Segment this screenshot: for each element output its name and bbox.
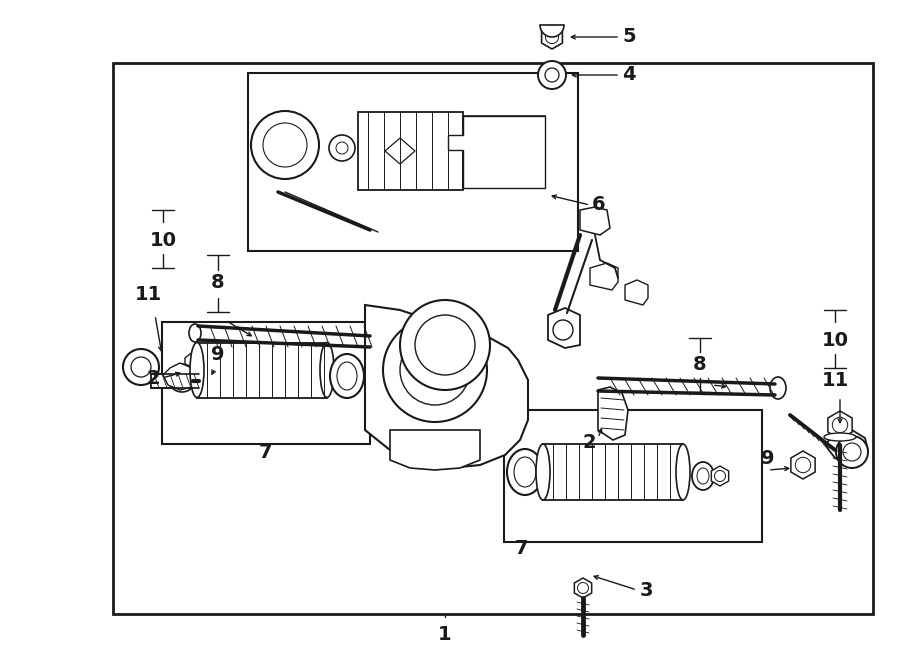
Polygon shape bbox=[828, 411, 852, 439]
Circle shape bbox=[715, 471, 725, 481]
Text: 7: 7 bbox=[515, 539, 528, 557]
Text: 5: 5 bbox=[622, 28, 635, 46]
Polygon shape bbox=[548, 308, 580, 348]
Circle shape bbox=[488, 136, 520, 168]
Ellipse shape bbox=[507, 449, 543, 495]
Text: 2: 2 bbox=[582, 434, 596, 453]
Ellipse shape bbox=[692, 462, 714, 490]
Ellipse shape bbox=[337, 362, 357, 390]
Text: 10: 10 bbox=[822, 330, 849, 350]
Circle shape bbox=[538, 61, 566, 89]
Circle shape bbox=[545, 68, 559, 82]
Text: 9: 9 bbox=[212, 346, 225, 364]
Bar bbox=[162, 322, 370, 444]
Circle shape bbox=[415, 315, 475, 375]
Bar bbox=[504, 410, 762, 542]
Circle shape bbox=[545, 30, 559, 44]
Polygon shape bbox=[625, 280, 648, 305]
Ellipse shape bbox=[514, 457, 536, 487]
Bar bbox=[463, 116, 545, 188]
Polygon shape bbox=[194, 368, 215, 392]
Polygon shape bbox=[390, 430, 480, 470]
Bar bbox=[197, 343, 327, 398]
Ellipse shape bbox=[676, 444, 690, 500]
Text: 2: 2 bbox=[147, 368, 160, 387]
Text: 4: 4 bbox=[622, 65, 635, 85]
Circle shape bbox=[168, 364, 196, 392]
Circle shape bbox=[400, 335, 470, 405]
Polygon shape bbox=[598, 387, 628, 440]
Circle shape bbox=[329, 135, 355, 161]
Bar bbox=[358, 112, 463, 190]
Text: 11: 11 bbox=[822, 371, 849, 389]
Text: 11: 11 bbox=[134, 286, 162, 305]
Text: 6: 6 bbox=[592, 196, 606, 215]
Bar bbox=[151, 374, 199, 388]
Polygon shape bbox=[590, 263, 618, 290]
Text: 7: 7 bbox=[258, 442, 272, 461]
Polygon shape bbox=[542, 25, 562, 49]
Circle shape bbox=[476, 124, 532, 180]
Bar bbox=[113, 63, 873, 614]
Circle shape bbox=[198, 373, 212, 387]
Polygon shape bbox=[448, 116, 545, 188]
Text: 8: 8 bbox=[693, 356, 706, 375]
Circle shape bbox=[123, 349, 159, 385]
Text: 9: 9 bbox=[761, 449, 775, 467]
Circle shape bbox=[263, 123, 307, 167]
Polygon shape bbox=[825, 430, 868, 465]
Ellipse shape bbox=[320, 342, 334, 397]
Ellipse shape bbox=[330, 354, 364, 398]
Circle shape bbox=[251, 111, 319, 179]
Circle shape bbox=[192, 354, 208, 370]
Polygon shape bbox=[365, 305, 528, 468]
Polygon shape bbox=[163, 363, 196, 390]
Ellipse shape bbox=[770, 377, 786, 399]
Ellipse shape bbox=[536, 444, 550, 500]
Ellipse shape bbox=[824, 433, 856, 441]
Circle shape bbox=[131, 357, 151, 377]
Circle shape bbox=[417, 352, 453, 388]
Polygon shape bbox=[385, 138, 415, 164]
Circle shape bbox=[400, 300, 490, 390]
Text: 8: 8 bbox=[212, 274, 225, 293]
Polygon shape bbox=[791, 451, 815, 479]
Bar bbox=[248, 73, 578, 251]
Bar bbox=[543, 444, 683, 500]
Circle shape bbox=[832, 417, 848, 433]
Circle shape bbox=[383, 318, 487, 422]
Circle shape bbox=[336, 142, 348, 154]
Circle shape bbox=[836, 436, 868, 468]
Polygon shape bbox=[711, 466, 729, 486]
Polygon shape bbox=[185, 348, 218, 376]
Text: 3: 3 bbox=[640, 580, 653, 600]
Circle shape bbox=[796, 457, 811, 473]
Circle shape bbox=[553, 320, 573, 340]
Ellipse shape bbox=[190, 342, 204, 397]
Polygon shape bbox=[574, 578, 591, 598]
Circle shape bbox=[174, 370, 190, 386]
Circle shape bbox=[843, 443, 861, 461]
Text: 1: 1 bbox=[438, 625, 452, 644]
Ellipse shape bbox=[189, 324, 201, 342]
Polygon shape bbox=[580, 207, 610, 235]
Text: 10: 10 bbox=[149, 231, 176, 249]
Wedge shape bbox=[540, 25, 564, 37]
Circle shape bbox=[578, 582, 589, 594]
Ellipse shape bbox=[697, 468, 709, 484]
